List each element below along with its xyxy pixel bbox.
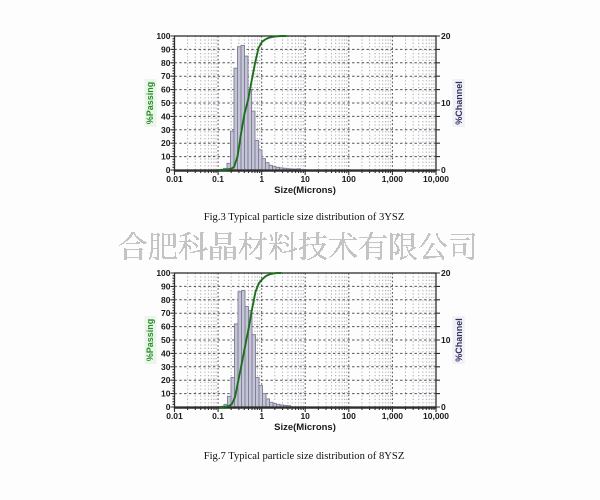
svg-text:0: 0: [441, 165, 446, 175]
svg-text:70: 70: [161, 71, 171, 81]
svg-text:10: 10: [441, 335, 451, 345]
svg-text:100: 100: [342, 411, 356, 421]
svg-text:0.1: 0.1: [212, 174, 224, 184]
svg-text:10: 10: [300, 174, 310, 184]
svg-text:%Channel: %Channel: [454, 81, 464, 125]
svg-text:1,000: 1,000: [382, 411, 404, 421]
svg-text:80: 80: [161, 58, 171, 68]
svg-text:%Passing: %Passing: [145, 319, 155, 362]
svg-text:10: 10: [441, 98, 451, 108]
svg-text:90: 90: [161, 44, 171, 54]
svg-text:Fig.3 Typical particle size di: Fig.3 Typical particle size distribution…: [204, 212, 405, 223]
svg-text:0.1: 0.1: [212, 411, 224, 421]
svg-text:10,000: 10,000: [423, 174, 449, 184]
svg-text:10: 10: [161, 389, 171, 399]
svg-text:40: 40: [161, 111, 171, 121]
svg-text:%Passing: %Passing: [145, 82, 155, 125]
svg-text:20: 20: [441, 31, 451, 41]
svg-text:100: 100: [156, 31, 170, 41]
svg-text:60: 60: [161, 322, 171, 332]
svg-text:1: 1: [259, 174, 264, 184]
svg-text:80: 80: [161, 295, 171, 305]
svg-text:Fig.7 Typical particle size di: Fig.7 Typical particle size distribution…: [204, 451, 405, 462]
svg-text:40: 40: [161, 348, 171, 358]
svg-text:Size(Microns): Size(Microns): [274, 422, 336, 433]
svg-text:50: 50: [161, 335, 171, 345]
svg-text:20: 20: [441, 268, 451, 278]
svg-text:50: 50: [161, 98, 171, 108]
svg-text:30: 30: [161, 125, 171, 135]
svg-text:20: 20: [161, 138, 171, 148]
svg-text:1: 1: [259, 411, 264, 421]
svg-text:0: 0: [166, 402, 171, 412]
svg-text:0: 0: [166, 165, 171, 175]
svg-text:10,000: 10,000: [423, 411, 449, 421]
svg-text:10: 10: [300, 411, 310, 421]
svg-text:60: 60: [161, 85, 171, 95]
svg-text:70: 70: [161, 308, 171, 318]
svg-text:0.01: 0.01: [166, 411, 183, 421]
svg-text:10: 10: [161, 152, 171, 162]
svg-text:20: 20: [161, 375, 171, 385]
svg-text:Size(Microns): Size(Microns): [274, 185, 336, 196]
svg-text:100: 100: [156, 268, 170, 278]
svg-text:90: 90: [161, 281, 171, 291]
svg-text:30: 30: [161, 362, 171, 372]
svg-text:0: 0: [441, 402, 446, 412]
svg-text:1,000: 1,000: [382, 174, 404, 184]
svg-text:%Channel: %Channel: [454, 318, 464, 362]
svg-text:100: 100: [342, 174, 356, 184]
svg-text:0.01: 0.01: [166, 174, 183, 184]
